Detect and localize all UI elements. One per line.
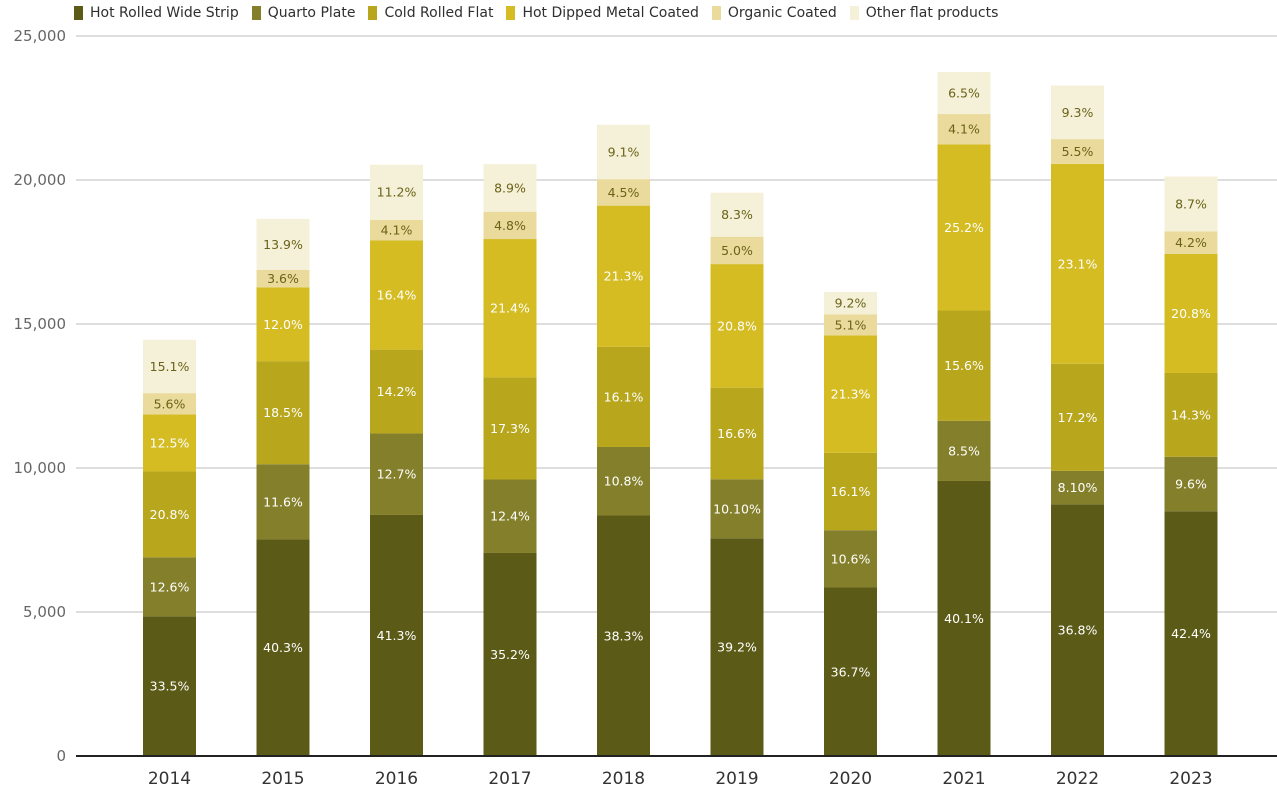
segment-label: 3.6% xyxy=(267,271,299,286)
segment-label: 42.4% xyxy=(1171,626,1211,641)
segment-label: 12.5% xyxy=(150,435,190,450)
segment-label: 20.8% xyxy=(717,318,757,333)
segment-label: 11.2% xyxy=(377,185,417,200)
segment-label: 6.5% xyxy=(948,86,980,101)
segment-label: 23.1% xyxy=(1058,256,1098,271)
segment-label: 38.3% xyxy=(604,628,644,643)
x-tick-label: 2022 xyxy=(1056,769,1099,789)
segment-label: 8.3% xyxy=(721,207,753,222)
segment-label: 16.6% xyxy=(717,426,757,441)
x-tick-label: 2018 xyxy=(602,769,645,789)
segment-label: 10.8% xyxy=(604,474,644,489)
segment-label: 4.2% xyxy=(1175,235,1207,250)
segment-label: 35.2% xyxy=(490,647,530,662)
segment-label: 13.9% xyxy=(263,237,303,252)
segment-label: 40.3% xyxy=(263,640,303,655)
segment-label: 4.8% xyxy=(494,218,526,233)
segment-label: 16.4% xyxy=(377,288,417,303)
segment-label: 41.3% xyxy=(377,628,417,643)
segment-label: 12.0% xyxy=(263,317,303,332)
segment-label: 33.5% xyxy=(150,679,190,694)
x-tick-label: 2014 xyxy=(148,769,191,789)
x-tick-label: 2020 xyxy=(829,769,872,789)
y-tick-label: 15,000 xyxy=(14,315,67,333)
x-tick-label: 2016 xyxy=(375,769,418,789)
segment-label: 8.5% xyxy=(948,443,980,458)
y-tick-label: 20,000 xyxy=(14,171,67,189)
x-tick-label: 2023 xyxy=(1169,769,1212,789)
segment-label: 5.6% xyxy=(154,396,186,411)
segment-label: 25.2% xyxy=(944,220,984,235)
segment-label: 11.6% xyxy=(263,494,303,509)
x-tick-label: 2021 xyxy=(942,769,985,789)
segment-label: 9.2% xyxy=(835,296,867,311)
x-tick-label: 2019 xyxy=(715,769,758,789)
segment-label: 14.3% xyxy=(1171,407,1211,422)
segment-label: 5.5% xyxy=(1062,144,1094,159)
segment-label: 12.6% xyxy=(150,579,190,594)
y-tick-label: 25,000 xyxy=(14,27,67,45)
segment-label: 8.7% xyxy=(1175,196,1207,211)
segment-label: 12.7% xyxy=(377,467,417,482)
segment-label: 9.1% xyxy=(608,144,640,159)
segment-label: 15.6% xyxy=(944,358,984,373)
y-tick-label: 10,000 xyxy=(14,459,67,477)
segment-label: 8.9% xyxy=(494,180,526,195)
segment-label: 14.2% xyxy=(377,384,417,399)
segment-label: 4.1% xyxy=(381,223,413,238)
segment-label: 9.3% xyxy=(1062,105,1094,120)
segment-label: 15.1% xyxy=(150,359,190,374)
segment-label: 39.2% xyxy=(717,640,757,655)
y-tick-label: 0 xyxy=(56,747,66,765)
x-tick-label: 2017 xyxy=(488,769,531,789)
segment-label: 5.1% xyxy=(835,317,867,332)
segment-label: 10.6% xyxy=(831,551,871,566)
segment-label: 16.1% xyxy=(604,389,644,404)
segment-label: 40.1% xyxy=(944,611,984,626)
segment-label: 20.8% xyxy=(1171,306,1211,321)
segment-label: 36.7% xyxy=(831,664,871,679)
segment-label: 20.8% xyxy=(150,507,190,522)
segment-label: 18.5% xyxy=(263,405,303,420)
segment-label: 21.4% xyxy=(490,301,530,316)
segment-label: 21.3% xyxy=(604,269,644,284)
segment-label: 17.2% xyxy=(1058,410,1098,425)
segment-label: 12.4% xyxy=(490,509,530,524)
y-tick-label: 5,000 xyxy=(23,603,66,621)
x-tick-label: 2015 xyxy=(261,769,304,789)
segment-label: 4.5% xyxy=(608,185,640,200)
segment-label: 10.10% xyxy=(713,501,761,516)
segment-label: 9.6% xyxy=(1175,476,1207,491)
segment-label: 21.3% xyxy=(831,387,871,402)
segment-label: 4.1% xyxy=(948,122,980,137)
segment-label: 16.1% xyxy=(831,484,871,499)
segment-label: 17.3% xyxy=(490,421,530,436)
segment-label: 5.0% xyxy=(721,243,753,258)
segment-label: 8.10% xyxy=(1058,480,1098,495)
segment-label: 36.8% xyxy=(1058,623,1098,638)
